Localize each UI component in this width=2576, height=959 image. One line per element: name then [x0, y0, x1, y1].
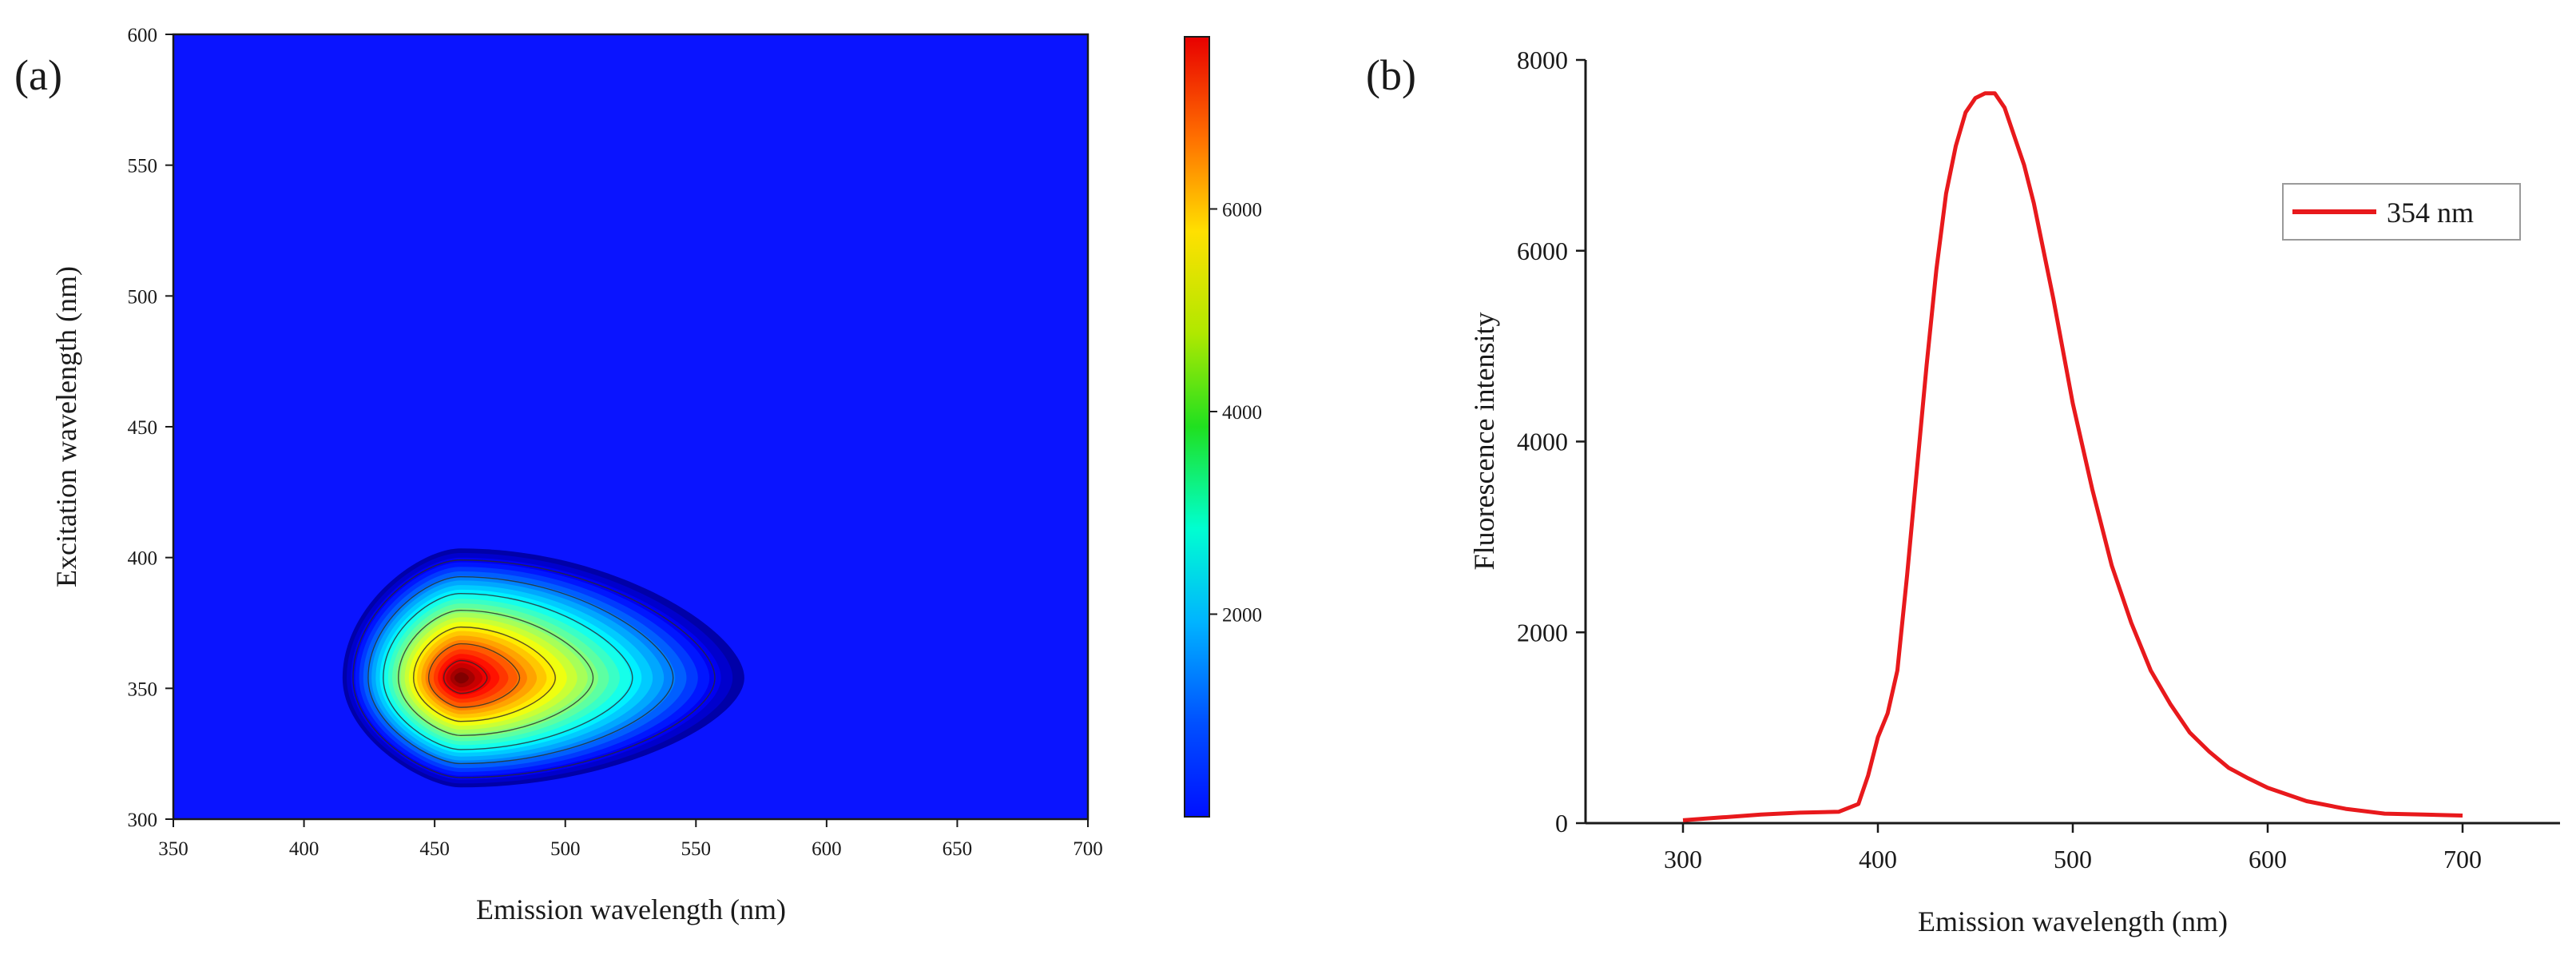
heatmap-panel: 350 400 450 500 550 600 650 700 300350400450500…	[50, 25, 1103, 925]
line-chart-y-tick-label: 8000	[1517, 46, 1568, 74]
heatmap-y-axis-title: Excitation wavelength (nm)	[50, 266, 82, 587]
heatmap-x-tick-label: 450	[419, 838, 450, 860]
heatmap-x-tick-label: 500	[550, 838, 581, 860]
line-chart-y-tick-label: 6000	[1517, 237, 1568, 265]
line-chart-x-tick-label: 400	[1859, 845, 1897, 873]
line-chart-y-tick-label: 0	[1555, 809, 1568, 838]
line-chart-panel: 300 400 500 600 700 0 2000 4000 6000 8000 Emissi…	[1468, 46, 2560, 937]
heatmap-contour-line	[413, 626, 556, 722]
heatmap-contour-line	[352, 559, 716, 778]
heatmap-contour-line	[427, 643, 521, 708]
panel-a-label: (a)	[14, 51, 62, 99]
heatmap-contour-line	[443, 659, 488, 694]
heatmap-contour-line	[367, 576, 674, 765]
heatmap-x-axis-title: Emission wavelength (nm)	[476, 893, 786, 925]
heatmap-x-tick-label: 550	[681, 838, 712, 860]
heatmap-y-tick-label: 450	[128, 417, 158, 439]
legend-label: 354 nm	[2387, 197, 2474, 229]
heatmap-contour-line	[383, 592, 633, 750]
colorbar-ticks: 2000 4000 6000	[1209, 199, 1262, 626]
heatmap-y-tick-label: 600	[128, 25, 158, 46]
heatmap-y-tick-label: 350	[128, 678, 158, 700]
line-chart-x-tick-label: 500	[2054, 845, 2092, 873]
series-354nm-line	[1682, 91, 2463, 822]
line-chart-y-axis-title: Fluorescence intensity	[1468, 312, 1500, 571]
line-chart-y-tick-label: 4000	[1517, 428, 1568, 456]
colorbar-tick-label: 2000	[1222, 604, 1262, 626]
heatmap-contour-line	[398, 609, 594, 737]
colorbar: 2000 4000 6000	[1184, 36, 1262, 818]
heatmap-y-ticks: 300 350 400 450 500 550 600	[128, 25, 173, 831]
colorbar-tick-label: 6000	[1222, 199, 1262, 221]
heatmap-x-tick-label: 400	[289, 838, 320, 860]
heatmap-y-tick-label: 400	[128, 548, 158, 570]
line-chart-x-ticks: 300 400 500 600 700	[1664, 823, 2482, 873]
line-chart-x-tick-label: 300	[1664, 845, 1702, 873]
colorbar-gradient	[1184, 36, 1210, 818]
heatmap-contour-band	[454, 672, 469, 684]
heatmap-y-tick-label: 300	[128, 810, 158, 831]
line-chart-y-ticks: 0 2000 4000 6000 8000	[1517, 46, 1586, 838]
panel-b-label: (b)	[1366, 51, 1416, 99]
line-chart-x-tick-label: 600	[2249, 845, 2287, 873]
heatmap-x-ticks: 350 400 450 500 550 600 650 700	[158, 819, 1103, 860]
heatmap-contours	[342, 548, 744, 788]
line-chart-x-tick-label: 700	[2443, 845, 2482, 873]
line-chart-y-tick-label: 2000	[1517, 618, 1568, 647]
heatmap-x-tick-label: 700	[1073, 838, 1103, 860]
legend: 354 nm	[2282, 183, 2521, 241]
colorbar-tick-label: 4000	[1222, 402, 1262, 424]
heatmap-x-tick-label: 350	[158, 838, 189, 860]
line-chart-x-axis-title: Emission wavelength (nm)	[1918, 905, 2228, 937]
heatmap-y-tick-label: 550	[128, 156, 158, 177]
heatmap-x-tick-label: 600	[812, 838, 842, 860]
heatmap-x-tick-label: 650	[943, 838, 973, 860]
heatmap-y-tick-label: 500	[128, 286, 158, 308]
